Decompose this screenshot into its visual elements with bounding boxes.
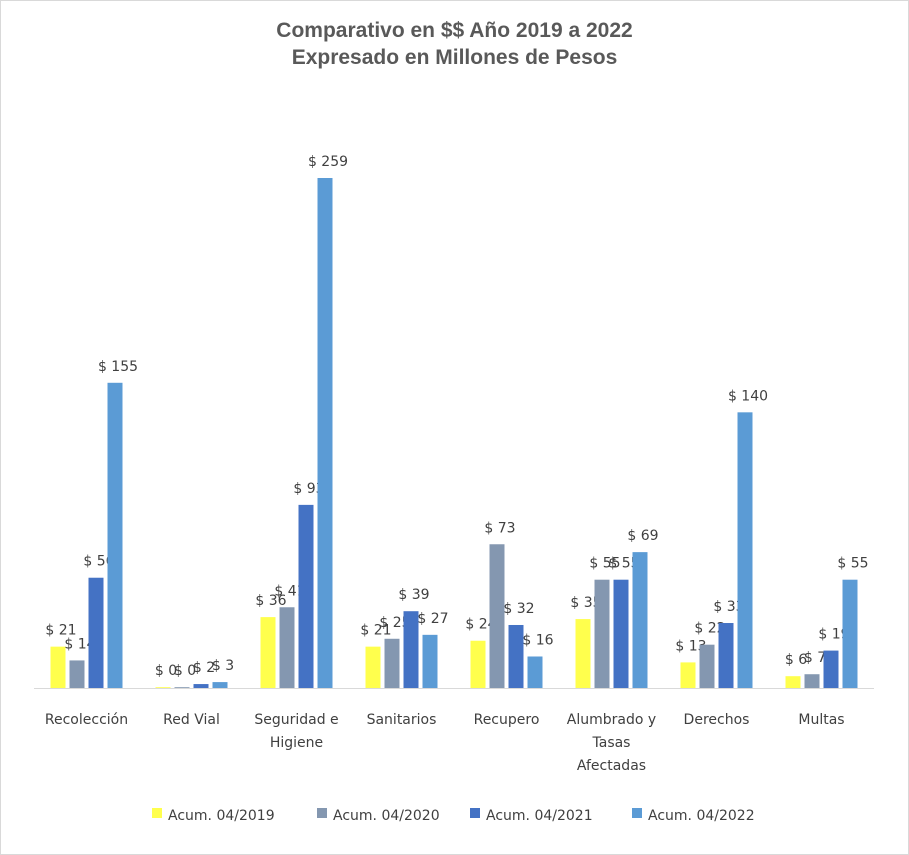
- bar: [69, 660, 85, 688]
- data-label: $ 14: [64, 636, 95, 652]
- bar: [279, 607, 295, 688]
- category-label: Tasas: [592, 735, 631, 751]
- bar: [489, 544, 505, 688]
- bar: [785, 676, 801, 688]
- data-label: $ 19: [818, 627, 849, 643]
- chart-title: Comparativo en $$ Año 2019 a 2022 Expres…: [0, 17, 909, 71]
- data-label: $ 21: [360, 623, 391, 639]
- data-label: $ 0: [174, 663, 196, 679]
- data-label: $ 55: [608, 556, 639, 572]
- data-label: $ 0: [155, 663, 177, 679]
- legend-label: Acum. 04/2019: [168, 808, 275, 824]
- bar: [632, 552, 648, 688]
- legend-label: Acum. 04/2022: [648, 808, 755, 824]
- bar: [575, 619, 591, 688]
- data-label: $ 7: [804, 650, 826, 666]
- category-label: Red Vial: [163, 712, 220, 728]
- bar: [260, 617, 276, 688]
- bar: [594, 579, 610, 688]
- data-label: $ 2: [193, 660, 215, 676]
- bar: [842, 579, 858, 688]
- bar: [680, 662, 696, 688]
- data-label: $ 36: [255, 593, 286, 609]
- bar: [470, 640, 486, 688]
- category-label: Recupero: [474, 712, 540, 728]
- category-label: Sanitarios: [367, 712, 437, 728]
- data-label: $ 69: [627, 528, 658, 544]
- data-label: $ 93: [293, 481, 324, 497]
- data-label: $ 27: [417, 611, 448, 627]
- data-label: $ 39: [398, 587, 429, 603]
- data-label: $ 55: [589, 556, 620, 572]
- data-label: $ 56: [83, 554, 114, 570]
- data-label: $ 16: [522, 632, 553, 648]
- bar: [718, 623, 734, 688]
- data-label: $ 41: [274, 583, 305, 599]
- bar: [174, 687, 190, 688]
- bar: [193, 684, 209, 688]
- bar: [804, 674, 820, 688]
- bar: [613, 579, 629, 688]
- bar: [737, 412, 753, 688]
- chart-title-line1: Comparativo en $$ Año 2019 a 2022: [276, 19, 633, 42]
- data-label: $ 3: [212, 658, 234, 674]
- bar: [422, 634, 438, 688]
- category-label: Alumbrado y: [567, 712, 656, 728]
- bar: [365, 646, 381, 688]
- data-label: $ 33: [713, 599, 744, 615]
- data-label: $ 22: [694, 621, 725, 637]
- legend-label: Acum. 04/2020: [333, 808, 440, 824]
- bar: [212, 682, 228, 688]
- data-label: $ 25: [379, 615, 410, 631]
- bar: [384, 638, 400, 688]
- bar: [823, 650, 839, 688]
- category-label: Seguridad e: [254, 712, 338, 728]
- data-label: $ 35: [570, 595, 601, 611]
- legend-swatch: [152, 808, 162, 818]
- data-label: $ 55: [837, 556, 868, 572]
- data-label: $ 32: [503, 601, 534, 617]
- bar: [317, 178, 333, 688]
- legend-label: Acum. 04/2021: [486, 808, 593, 824]
- data-label: $ 155: [98, 359, 138, 375]
- data-label: $ 73: [484, 520, 515, 536]
- legend-swatch: [632, 808, 642, 818]
- category-label: Recolección: [45, 712, 128, 728]
- bar: [107, 382, 123, 688]
- legend-swatch: [470, 808, 480, 818]
- legend-swatch: [317, 808, 327, 818]
- bar: [88, 577, 104, 688]
- chart-title-line2: Expresado en Millones de Pesos: [291, 46, 618, 69]
- data-label: $ 6: [785, 652, 807, 668]
- bar: [699, 644, 715, 688]
- bar: [298, 504, 314, 688]
- bar: [50, 646, 66, 688]
- data-label: $ 140: [728, 388, 768, 404]
- data-label: $ 259: [308, 154, 348, 170]
- category-label: Derechos: [684, 712, 750, 728]
- bar: [403, 611, 419, 688]
- data-label: $ 21: [45, 623, 76, 639]
- bar: [508, 624, 524, 688]
- category-label: Multas: [798, 712, 844, 728]
- data-label: $ 24: [465, 617, 496, 633]
- bar: [155, 687, 171, 688]
- data-label: $ 13: [675, 638, 706, 654]
- category-label: Afectadas: [577, 758, 646, 774]
- bar: [527, 656, 543, 688]
- category-label: Higiene: [270, 735, 323, 751]
